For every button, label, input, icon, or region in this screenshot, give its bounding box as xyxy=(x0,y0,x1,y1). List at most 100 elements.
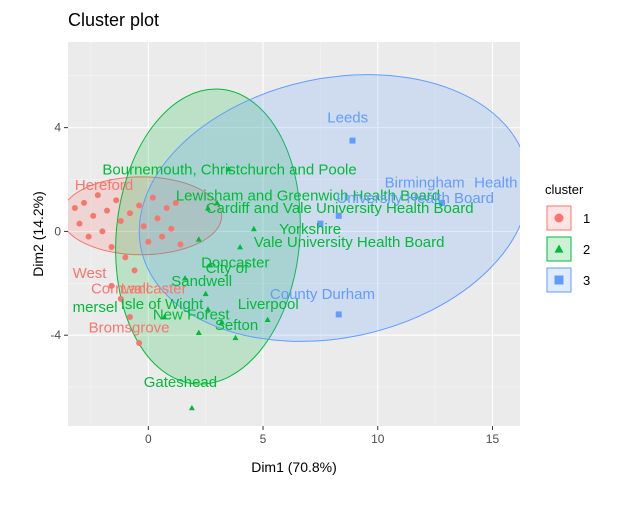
overplotted-label: University Health Board xyxy=(336,190,494,207)
cluster-1-point xyxy=(154,215,161,222)
cluster-2-point xyxy=(264,316,271,323)
legend-title: cluster xyxy=(545,182,584,197)
cluster-1-ellipse xyxy=(68,176,223,256)
legend-label-1: 1 xyxy=(583,211,590,226)
cluster-2-point xyxy=(188,404,195,411)
cluster-2-point-label: Bournemouth, Christchurch and Poole xyxy=(102,161,356,178)
cluster-3-ellipse xyxy=(138,74,520,342)
y-tick-label: 4 xyxy=(54,121,61,135)
cluster-2-point xyxy=(195,236,202,242)
cluster-3-point xyxy=(335,311,342,318)
cluster-1-point xyxy=(117,295,124,302)
cluster-3-point xyxy=(317,220,324,227)
cluster-1-point xyxy=(168,225,175,232)
cluster-1-point-label: Bromsgrove xyxy=(89,320,170,337)
x-tick-label: 5 xyxy=(260,432,267,446)
plot-panel xyxy=(68,42,520,426)
cluster-2-point xyxy=(237,243,244,250)
cluster-3-point xyxy=(438,199,445,206)
cluster-2-point-label: Sefton xyxy=(215,317,258,334)
cluster-1-point xyxy=(113,197,120,204)
x-tick-label: 15 xyxy=(486,432,500,446)
cluster-1-point xyxy=(140,223,147,230)
cluster-2-point-label: Gateshead xyxy=(144,374,217,391)
cluster-2-point xyxy=(225,166,232,172)
cluster-2-point xyxy=(182,275,189,281)
cluster-2-point xyxy=(204,306,211,312)
cluster-1-point xyxy=(145,238,152,245)
legend-label-2: 2 xyxy=(583,242,590,257)
overplotted-label: Yorkshire xyxy=(279,221,341,238)
legend-marker-3 xyxy=(554,275,564,285)
cluster-1-point xyxy=(136,202,143,209)
cluster-points xyxy=(71,137,445,411)
chart-title: Cluster plot xyxy=(68,10,159,30)
cluster-1-point xyxy=(131,267,138,274)
cluster-1-point xyxy=(177,241,184,248)
cluster-1-point-label: Hereford xyxy=(75,177,133,194)
cluster-1-point xyxy=(149,194,156,201)
cluster-1-point xyxy=(122,254,129,261)
cluster-1-point xyxy=(85,233,92,240)
cluster-1-point xyxy=(104,207,111,214)
axis-ticks: 0 5 10 15 -4 0 4 xyxy=(50,121,499,446)
cluster-3-point-label: Birmingham xyxy=(385,174,465,191)
cluster-1-point xyxy=(108,243,115,250)
x-tick-label: 10 xyxy=(371,432,385,446)
cluster-2-point xyxy=(202,290,209,297)
cluster-1-point xyxy=(126,314,133,321)
cluster-2-point-label: Isle of Wight xyxy=(121,296,204,313)
legend-marker-1 xyxy=(554,213,564,223)
legend-marker-2 xyxy=(554,244,564,253)
cluster-3-point xyxy=(349,137,356,144)
overplotted-label: Cardiff and Vale University Health Board xyxy=(206,200,474,217)
y-tick-label: -4 xyxy=(50,328,61,342)
cluster-2-point-label: Doncaster xyxy=(201,255,269,272)
cluster-2-point-label: Sandwell xyxy=(171,273,232,290)
overplotted-label: Vale University Health Board xyxy=(254,234,445,251)
cluster-1-point-label: West xyxy=(73,265,108,282)
overplotted-label: City of xyxy=(206,260,249,277)
x-axis-label: Dim1 (70.8%) xyxy=(251,459,337,475)
cluster-1-point xyxy=(76,220,83,227)
x-tick-label: 0 xyxy=(145,432,152,446)
grid-lines xyxy=(68,42,520,426)
cluster-2-point xyxy=(195,329,202,335)
cluster-2-point xyxy=(232,334,239,341)
y-tick-label: 0 xyxy=(54,224,61,238)
legend: cluster 1 2 3 xyxy=(545,182,590,293)
cluster-2-point xyxy=(204,205,211,211)
cluster-1-point xyxy=(71,205,78,212)
cluster-1-point xyxy=(126,210,133,217)
cluster-2-point-label: mersel xyxy=(73,299,118,316)
cluster-2-point xyxy=(207,262,214,268)
y-axis-label: Dim2 (14.2%) xyxy=(30,191,46,277)
cluster-1-point xyxy=(117,218,124,225)
cluster-1-point xyxy=(136,339,143,346)
overplotted-label: Health B xyxy=(474,174,532,191)
cluster-2-point xyxy=(218,319,225,325)
cluster-1-point xyxy=(90,212,97,219)
cluster-3-point-label: Leeds xyxy=(327,109,368,126)
cluster-2-point-label: Liverpool xyxy=(238,296,299,313)
cluster-ellipses xyxy=(68,74,520,385)
cluster-2-ellipse xyxy=(115,88,301,385)
cluster-2-point xyxy=(161,314,168,320)
cluster-1-point xyxy=(108,282,115,289)
cluster-2-point xyxy=(214,199,221,206)
overplotted-label: Lewisham and Greenwich Health Board xyxy=(176,187,440,204)
cluster-2-point-label: New Forest xyxy=(153,307,231,324)
cluster-1-point xyxy=(159,233,166,240)
cluster-1-point xyxy=(99,228,106,235)
legend-label-3: 3 xyxy=(583,273,590,288)
cluster-1-point xyxy=(163,205,170,212)
cluster-1-point xyxy=(94,192,101,199)
cluster-2-point xyxy=(250,225,257,232)
cluster-1-point-label: Cornwall xyxy=(91,281,149,298)
cluster-1-point-label: Lancaster xyxy=(121,281,187,298)
cluster-1-point xyxy=(172,199,179,206)
cluster-1-point xyxy=(81,199,88,206)
cluster-3-point xyxy=(335,212,342,219)
cluster-3-point-label: County Durham xyxy=(270,286,375,303)
